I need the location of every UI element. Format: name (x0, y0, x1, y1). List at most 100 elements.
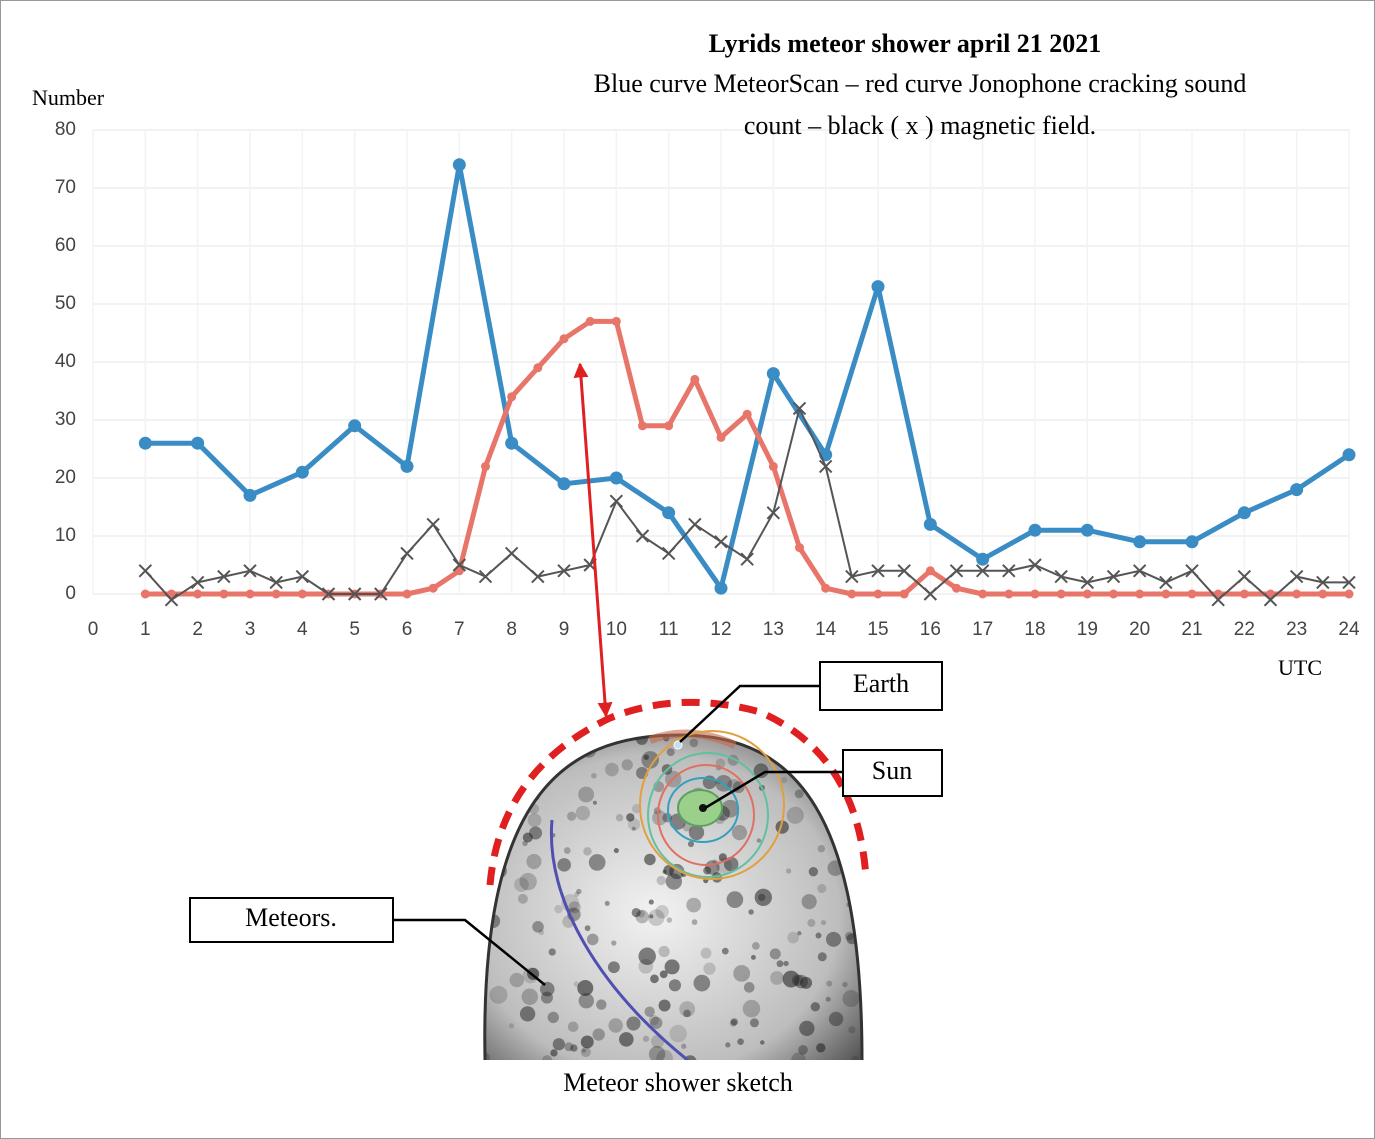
star-blob (817, 884, 826, 893)
point (481, 462, 490, 471)
star-blob (798, 1045, 808, 1055)
point (715, 582, 728, 595)
point (403, 590, 412, 599)
star-blob (826, 932, 841, 947)
y-tick-label: 40 (55, 351, 76, 372)
star-blob (821, 920, 826, 925)
star-blob (579, 993, 594, 1008)
point (1240, 590, 1249, 599)
point (141, 590, 150, 599)
point (612, 317, 621, 326)
star-blob (826, 997, 831, 1002)
point (1109, 590, 1118, 599)
subtitle: Blue curve MeteorScan – red curve Jonoph… (594, 69, 1247, 98)
point (191, 437, 204, 450)
point (926, 566, 935, 575)
star-blob (816, 933, 822, 939)
star-blob (591, 773, 597, 779)
star-blob (567, 812, 576, 821)
star-blob (608, 961, 620, 973)
x-tick-label: 24 (1338, 619, 1360, 640)
star-blob (770, 971, 784, 985)
star-blob (683, 1010, 691, 1018)
star-blob (660, 970, 668, 978)
star-blob (510, 973, 524, 987)
point (533, 363, 542, 372)
y-axis-label: Number (32, 85, 105, 110)
star-blob (650, 974, 659, 983)
point (664, 421, 673, 430)
chart-title: Lyrids meteor shower april 21 2021 (709, 29, 1102, 58)
star-blob (539, 930, 544, 935)
star-blob (564, 1042, 573, 1051)
star-blob (787, 807, 804, 824)
star-blob (783, 961, 788, 966)
point (560, 334, 569, 343)
star-blob (744, 982, 755, 993)
point (717, 433, 726, 442)
star-blob (518, 894, 528, 904)
star-blob (557, 858, 571, 872)
x-tick-label: 19 (1077, 619, 1098, 640)
x-tick-label: 0 (88, 619, 99, 640)
star-blob (564, 847, 571, 854)
star-blob (748, 909, 753, 914)
star-blob (751, 955, 756, 960)
star-blob (669, 979, 681, 991)
point (610, 472, 623, 485)
point (453, 158, 466, 171)
star-blob (757, 838, 761, 842)
star-blob (550, 1049, 557, 1056)
x-tick-label: 12 (710, 619, 731, 640)
point (1343, 448, 1356, 461)
x-tick-label: 10 (606, 619, 627, 640)
star-blob (716, 858, 732, 874)
y-tick-label: 0 (65, 583, 76, 604)
point (429, 584, 438, 593)
star-blob (649, 1015, 659, 1025)
point (1290, 483, 1303, 496)
star-blob (644, 854, 656, 866)
star-blob (659, 1000, 671, 1012)
point (1133, 535, 1146, 548)
star-blob (619, 1032, 634, 1047)
star-blob (509, 1023, 514, 1028)
point (952, 584, 961, 593)
star-blob (787, 932, 799, 944)
star-blob (842, 990, 859, 1007)
point (244, 489, 257, 502)
star-blob (783, 971, 800, 988)
point (1081, 524, 1094, 537)
star-blob (605, 763, 619, 777)
star-blob (760, 1040, 764, 1044)
star-blob (605, 901, 610, 906)
point (507, 392, 516, 401)
point (1345, 590, 1354, 599)
x-tick-label: 18 (1024, 619, 1045, 640)
point (1004, 590, 1013, 599)
y-tick-label: 50 (55, 293, 76, 314)
x-tick-label: 22 (1234, 619, 1255, 640)
star-blob (632, 908, 641, 917)
point (1135, 590, 1144, 599)
star-blob (770, 948, 781, 959)
point (1188, 590, 1197, 599)
point (1031, 590, 1040, 599)
star-blob (743, 1000, 761, 1018)
star-blob (693, 975, 710, 992)
star-blob (777, 960, 784, 967)
star-blob (616, 814, 623, 821)
star-blob (725, 1042, 730, 1047)
point (769, 462, 778, 471)
y-tick-label: 30 (55, 409, 76, 430)
star-blob (638, 959, 653, 974)
star-blob (667, 748, 675, 756)
callout-label: Earth (853, 669, 909, 698)
star-blob (667, 917, 673, 923)
point (1161, 590, 1170, 599)
star-blob (686, 898, 701, 913)
star-blob (655, 905, 668, 918)
star-blob (568, 1021, 579, 1032)
star-blob (809, 867, 818, 876)
y-tick-label: 10 (55, 525, 76, 546)
